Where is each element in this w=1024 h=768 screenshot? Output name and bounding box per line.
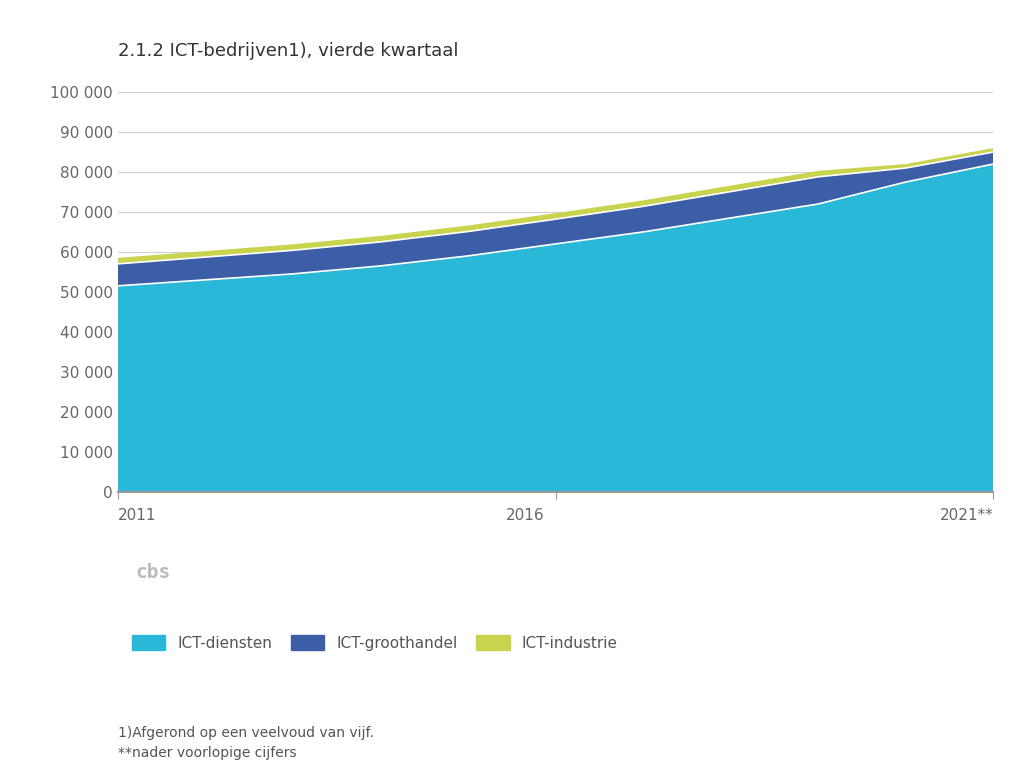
Legend: ICT-diensten, ICT-groothandel, ICT-industrie: ICT-diensten, ICT-groothandel, ICT-indus… (125, 628, 624, 657)
Text: 2011: 2011 (118, 508, 157, 523)
Text: 2.1.2 ICT-bedrijven1), vierde kwartaal: 2.1.2 ICT-bedrijven1), vierde kwartaal (118, 42, 459, 60)
Text: 2016: 2016 (506, 508, 544, 523)
Text: 1)Afgerond op een veelvoud van vijf.: 1)Afgerond op een veelvoud van vijf. (118, 726, 374, 740)
Text: 2021**: 2021** (940, 508, 993, 523)
Text: **nader voorlopige cijfers: **nader voorlopige cijfers (118, 746, 296, 760)
Text: cbs: cbs (135, 563, 171, 581)
